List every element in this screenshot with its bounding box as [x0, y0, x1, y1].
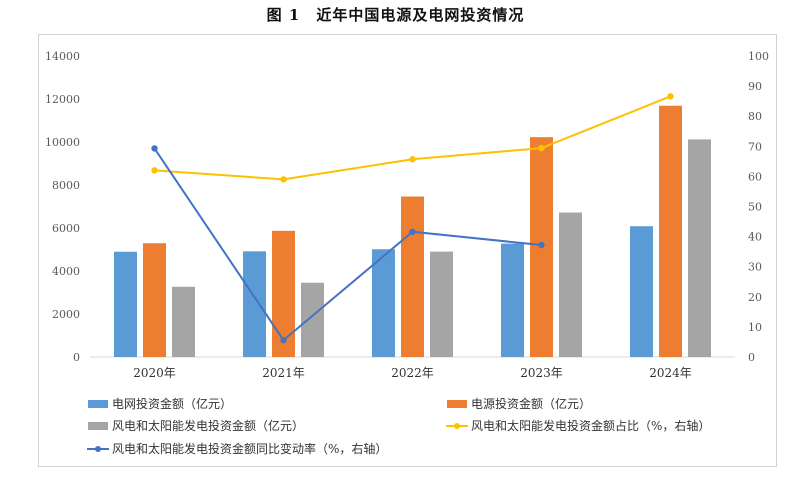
bars-group: [114, 105, 711, 358]
y-right-tick-label: 40: [748, 231, 762, 244]
bar: [301, 282, 324, 357]
line-point: [538, 241, 545, 249]
x-category-label: 2021年: [262, 366, 305, 380]
y-right-tick-label: 0: [748, 351, 755, 364]
bar: [372, 249, 395, 357]
bar: [430, 251, 453, 357]
series-line: [154, 95, 671, 181]
x-category-label: 2020年: [133, 366, 176, 380]
line-point: [151, 167, 158, 174]
bar: [401, 196, 424, 357]
y-left-tick-label: 0: [73, 351, 80, 364]
line-point: [280, 336, 287, 344]
bar: [172, 286, 195, 357]
line-point: [151, 145, 158, 152]
series-line: [153, 147, 542, 342]
line-point: [280, 176, 287, 183]
y-right-tick-label: 60: [748, 170, 762, 183]
bar: [501, 243, 524, 357]
y-right-tick-label: 20: [748, 291, 762, 304]
line-point: [538, 144, 545, 152]
legend-swatch: [88, 422, 108, 430]
bar: [243, 251, 266, 357]
legend-label: 电网投资金额（亿元）: [112, 396, 232, 411]
y-left-tick-label: 2000: [52, 308, 80, 321]
y-left-tick-label: 8000: [52, 179, 80, 192]
x-category-label: 2024年: [649, 366, 692, 380]
y-right-tick-label: 80: [748, 110, 762, 123]
line-point: [667, 93, 674, 100]
legend-swatch: [88, 400, 108, 408]
legend-swatch-marker: [454, 423, 460, 429]
y-right-tick-label: 70: [748, 140, 762, 153]
x-category-label: 2023年: [520, 366, 563, 380]
y-left-tick-label: 10000: [45, 136, 80, 149]
chart-frame: [38, 34, 777, 467]
bar: [559, 212, 582, 357]
bar: [143, 243, 166, 357]
legend-swatch-marker: [95, 446, 101, 452]
y-right-tick-label: 10: [748, 321, 762, 334]
y-left-tick-label: 4000: [52, 265, 80, 278]
line-point: [409, 156, 416, 163]
bar: [688, 139, 711, 357]
figure-title: 图 1 近年中国电源及电网投资情况: [266, 6, 525, 24]
legend-swatch: [447, 400, 467, 408]
y-right-tick-label: 50: [748, 201, 762, 214]
bar: [114, 251, 137, 357]
y-left-tick-label: 12000: [45, 93, 80, 106]
axes-group: 0 2000 4000 6000 8000 10000 12000 14000 0 10 20 30 4…: [45, 50, 769, 380]
y-left-tick-label: 6000: [52, 222, 80, 235]
legend-label: 风电和太阳能发电投资金额同比变动率（%，右轴）: [112, 441, 387, 456]
bar: [272, 230, 295, 357]
y-right-tick-label: 90: [748, 80, 762, 93]
y-right-tick-label: 100: [748, 50, 769, 63]
legend-label: 风电和太阳能发电投资金额（亿元）: [112, 418, 304, 433]
line-point: [409, 228, 416, 235]
y-right-tick-label: 30: [748, 261, 762, 274]
bar: [659, 105, 682, 358]
lines-group: [151, 93, 674, 344]
legend-group: 电网投资金额（亿元） 电源投资金额（亿元） 风电和太阳能发电投资金额（亿元） 风电和太…: [87, 396, 710, 456]
y-left-tick-label: 14000: [45, 50, 80, 63]
legend-label: 风电和太阳能发电投资金额占比（%，右轴）: [471, 418, 710, 433]
x-category-label: 2022年: [391, 366, 434, 380]
legend-label: 电源投资金额（亿元）: [471, 396, 591, 411]
bar: [630, 226, 653, 357]
